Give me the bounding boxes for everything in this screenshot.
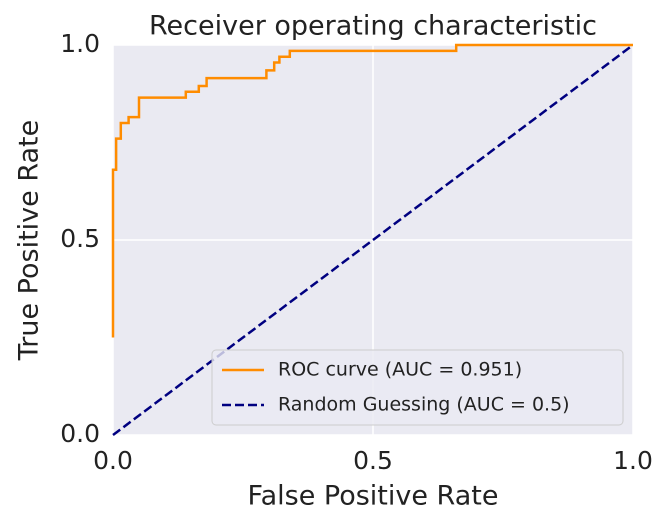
x-tick-label: 0.0 [93,446,133,475]
y-tick-label: 0.5 [60,224,100,253]
series-line [111,43,633,338]
y-axis-label: True Positive Rate [14,120,45,362]
x-tick-label: 1.0 [613,446,653,475]
x-tick-label: 0.5 [353,446,393,475]
legend-label: ROC curve (AUC = 0.951) [278,359,522,381]
legend-box [211,349,624,426]
y-tick-label: 0.0 [60,419,100,448]
chart-title: Receiver operating characteristic [149,11,597,42]
x-axis-label: False Positive Rate [248,481,499,512]
y-tick-label: 1.0 [60,29,100,58]
series-line [112,44,634,436]
legend-label: Random Guessing (AUC = 0.5) [278,394,570,416]
